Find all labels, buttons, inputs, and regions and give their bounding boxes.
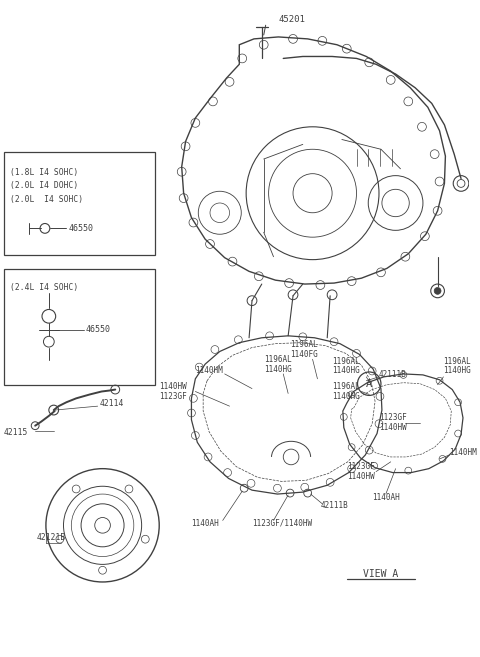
Text: 1140AH: 1140AH [192,519,219,528]
Bar [4,152,156,255]
Text: (1.8L I4 SOHC): (1.8L I4 SOHC) [10,168,78,177]
Text: 46550: 46550 [68,224,94,233]
Text: 42121B: 42121B [37,533,66,541]
Text: 1140HG: 1140HG [332,367,360,376]
Text: 1140HW: 1140HW [159,382,187,391]
Text: 42111B: 42111B [379,371,407,379]
Text: 1123GF: 1123GF [379,413,407,422]
Text: 1140HG: 1140HG [264,365,291,374]
Text: (2.0L  I4 SOHC): (2.0L I4 SOHC) [10,195,83,204]
Text: 1140HM: 1140HM [195,367,223,376]
Text: 1196AL: 1196AL [264,355,291,364]
Text: 1140HG: 1140HG [444,367,471,376]
Text: 1123GF: 1123GF [347,463,374,471]
Text: (2.0L I4 DOHC): (2.0L I4 DOHC) [10,181,78,191]
Text: 45201: 45201 [278,15,305,24]
Text: 1196AL: 1196AL [332,382,360,391]
Text: 1123GF/1140HW: 1123GF/1140HW [252,519,312,528]
Text: 1140HG: 1140HG [332,392,360,401]
Text: VIEW A: VIEW A [363,569,398,579]
Text: 42111B: 42111B [320,501,348,510]
Text: 1140HW: 1140HW [379,423,407,432]
Text: (2.4L I4 SOHC): (2.4L I4 SOHC) [10,283,78,292]
Text: 42114: 42114 [100,399,124,408]
Text: 1196AL: 1196AL [332,357,360,366]
Text: 1196AL: 1196AL [444,357,471,366]
Text: 46550: 46550 [86,325,111,334]
Text: 1140AH: 1140AH [372,493,400,503]
Text: 1140FG: 1140FG [290,350,318,359]
Text: 1140HW: 1140HW [347,472,374,481]
Bar [4,269,156,384]
Text: A: A [366,378,372,389]
Text: 1196AL: 1196AL [290,340,318,349]
Text: 1123GF: 1123GF [159,392,187,401]
Circle shape [434,288,441,294]
Text: 42115: 42115 [4,428,28,437]
Text: 1140HM: 1140HM [449,447,477,457]
